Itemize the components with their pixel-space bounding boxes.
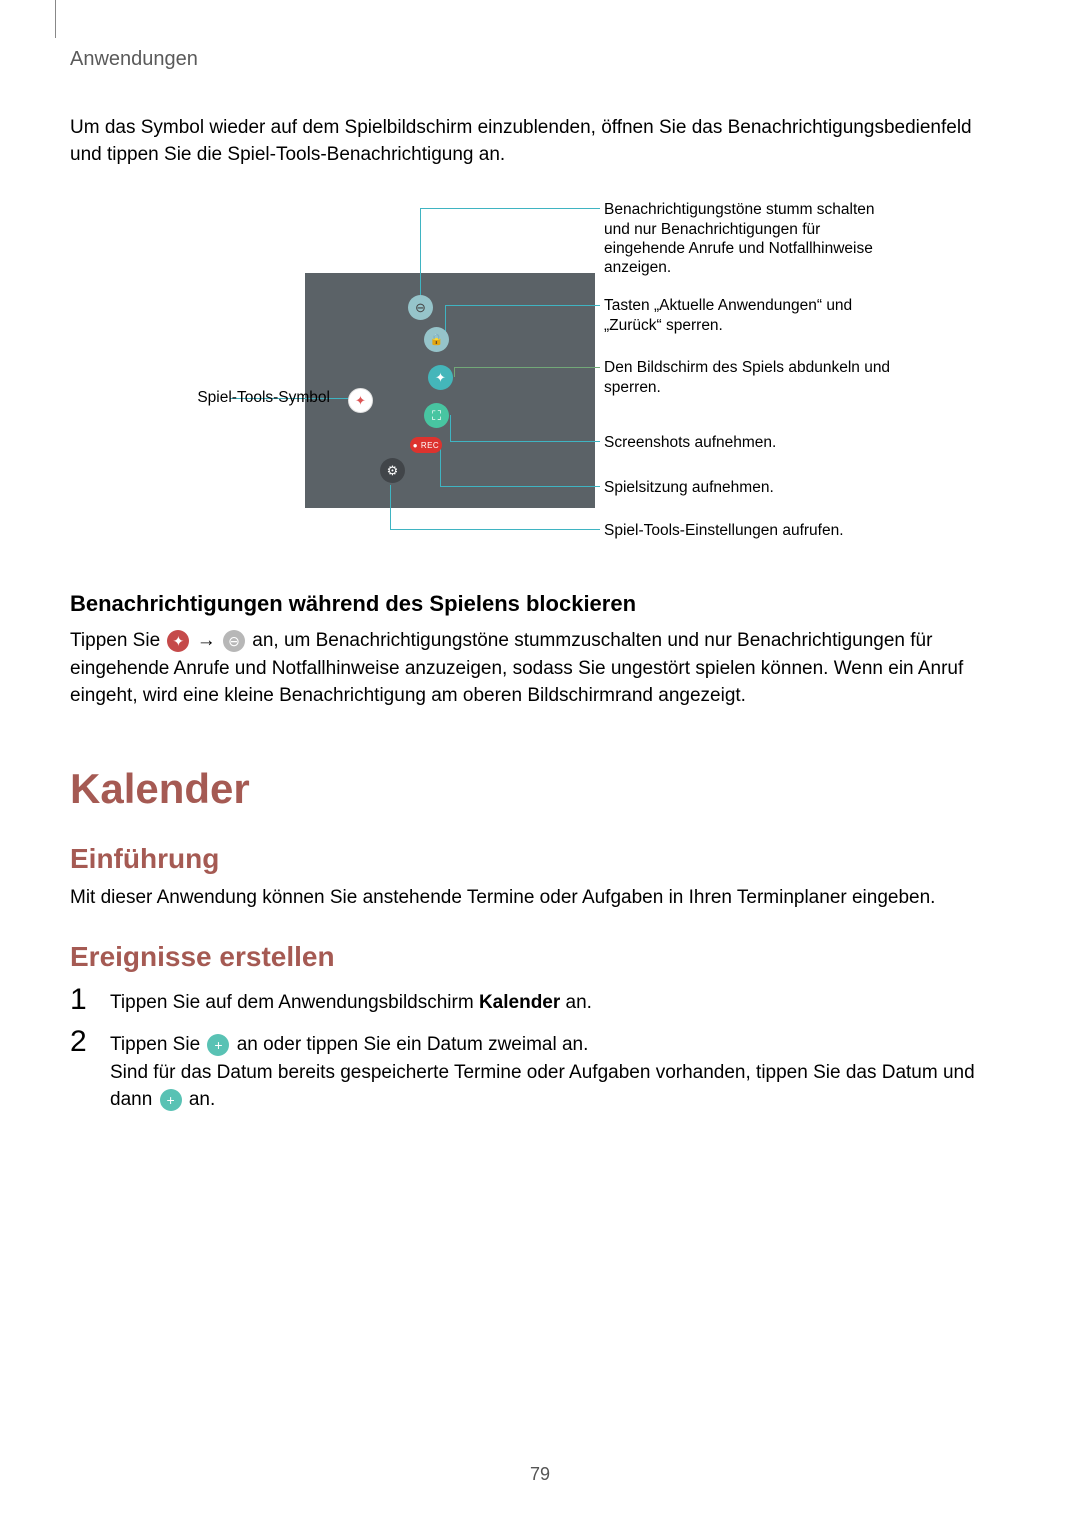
page-content: Um das Symbol wieder auf dem Spielbildsc… xyxy=(70,115,1008,1114)
leader-l4-h xyxy=(450,441,600,442)
leader-l2-h xyxy=(445,305,600,306)
leader-l1-h xyxy=(420,208,600,209)
einfuehrung-heading: Einführung xyxy=(70,843,1008,875)
page-number: 79 xyxy=(0,1464,1080,1485)
leader-l3-v xyxy=(454,367,455,377)
leader-l6-v xyxy=(390,485,391,529)
step-text: Tippen Sie + an oder tippen Sie ein Datu… xyxy=(110,1031,1008,1114)
label-settings: Spiel-Tools-Einstellungen aufrufen. xyxy=(604,521,924,540)
label-lock: Tasten „Aktuelle Anwendungen“ und „Zurüc… xyxy=(604,296,904,335)
add-inline-icon: + xyxy=(160,1089,182,1111)
label-mute: Benachrichtigungstöne stumm schalten und… xyxy=(604,200,904,278)
mute-inline-icon: ⊖ xyxy=(223,630,245,652)
leader-l1-v xyxy=(420,208,421,303)
ereignisse-heading: Ereignisse erstellen xyxy=(70,941,1008,973)
leader-l5-v xyxy=(440,447,441,487)
block-paragraph: Tippen Sie ✦ → ⊖ an, um Benachrichtigung… xyxy=(70,627,1008,710)
steps-list: 1 Tippen Sie auf dem Anwendungsbildschir… xyxy=(70,989,1008,1113)
step-1: 1 Tippen Sie auf dem Anwendungsbildschir… xyxy=(70,989,1008,1017)
label-left: Spiel-Tools-Symbol xyxy=(197,388,330,407)
page-edge-marker xyxy=(55,0,56,38)
einfuehrung-text: Mit dieser Anwendung können Sie anstehen… xyxy=(70,885,1008,912)
leader-l6-h xyxy=(390,529,600,530)
block-heading: Benachrichtigungen während des Spielens … xyxy=(70,591,1008,617)
step-number: 2 xyxy=(70,1027,92,1114)
kalender-title: Kalender xyxy=(70,765,1008,813)
record-icon: ● REC xyxy=(410,437,442,453)
intro-paragraph: Um das Symbol wieder auf dem Spielbildsc… xyxy=(70,115,1008,168)
label-screenshot: Screenshots aufnehmen. xyxy=(604,433,904,452)
breadcrumb: Anwendungen xyxy=(70,48,198,71)
add-inline-icon: + xyxy=(207,1034,229,1056)
leader-l5-h xyxy=(440,486,600,487)
leader-l4-v xyxy=(450,415,451,441)
game-tools-diagram: ✦ ⊖ 🔒 ✦ ⛶ ● REC ⚙ Spiel-Tools-Symbol Ben… xyxy=(70,203,1010,543)
step-number: 1 xyxy=(70,985,92,1017)
game-tools-inline-icon: ✦ xyxy=(167,630,189,652)
step-text: Tippen Sie auf dem Anwendungsbildschirm … xyxy=(110,989,1008,1017)
step-2: 2 Tippen Sie + an oder tippen Sie ein Da… xyxy=(70,1031,1008,1114)
game-screen-rect xyxy=(305,273,595,508)
label-darken: Den Bildschirm des Spiels abdunkeln und … xyxy=(604,358,904,397)
label-record: Spielsitzung aufnehmen. xyxy=(604,478,904,497)
leader-l3-h xyxy=(454,367,600,368)
